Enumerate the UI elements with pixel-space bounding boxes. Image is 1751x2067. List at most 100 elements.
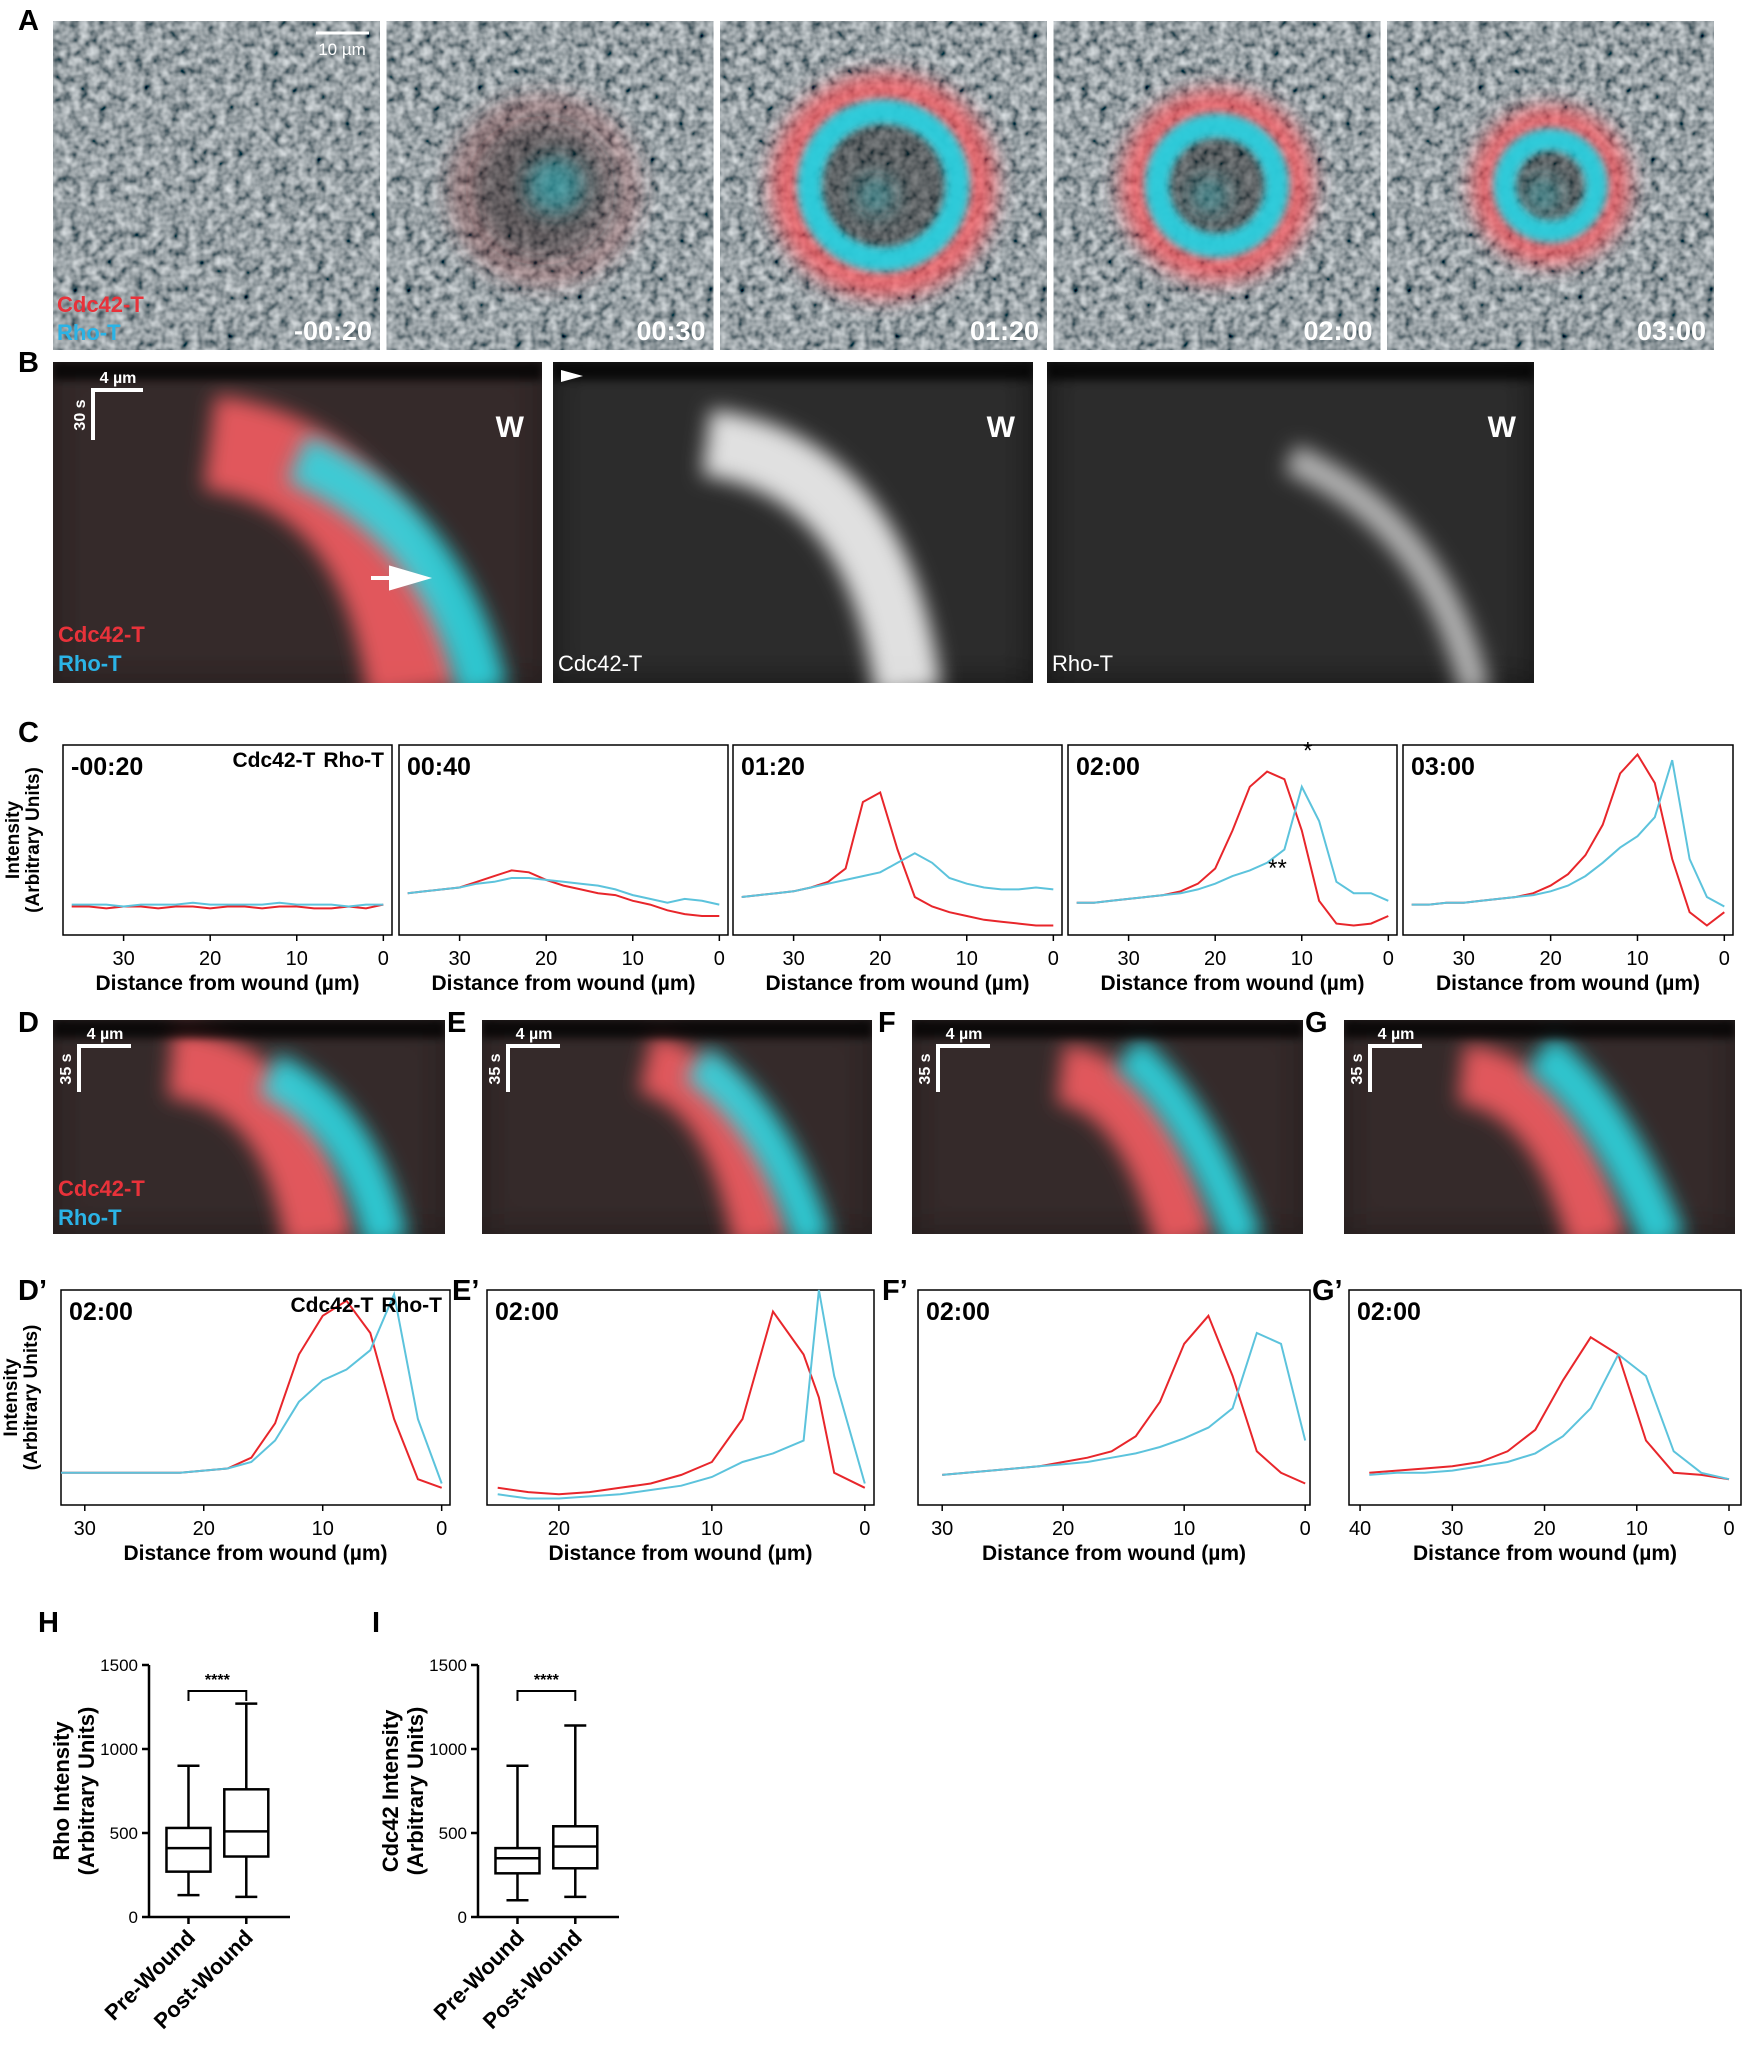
rho-zone [258, 1053, 407, 1234]
plot-frame [917, 1289, 1311, 1506]
signal [797, 99, 970, 272]
x-tick-label: 0 [714, 948, 725, 970]
x-tick-label: 0 [859, 1518, 870, 1540]
x-tick-label: 30 [1453, 948, 1475, 970]
wound-mark: W [496, 411, 525, 444]
x-axis-label: Distance from wound (µm) [95, 972, 359, 995]
panel-timestamp: 03:00 [1411, 753, 1475, 781]
data-line [1411, 759, 1725, 908]
x-axis-label: Distance from wound (µm) [123, 1542, 387, 1565]
rho-zone [1525, 1034, 1685, 1234]
x-tick-label: 0 [1723, 1518, 1734, 1540]
y-axis-label: Intensity [1, 1358, 22, 1437]
channel-label: Cdc42-T [58, 622, 145, 647]
x-axis-label: Distance from wound (µm) [765, 972, 1029, 995]
legend-entry: Rho-T [381, 1294, 442, 1317]
micrograph: 02:00 [1053, 21, 1381, 350]
rho-zone [287, 435, 507, 683]
panel-timestamp: 02:00 [69, 1298, 133, 1326]
y-axis-label: Intensity [3, 801, 24, 880]
signal [450, 95, 640, 286]
y-tick-label: 500 [439, 1824, 467, 1843]
timestamp: -00:20 [294, 316, 372, 346]
x-tick-label: 0 [436, 1518, 447, 1540]
scale-bar-label: 4 µm [946, 1026, 983, 1043]
panel-label: H [38, 1607, 59, 1639]
y-axis-label: Rho Intensity [49, 1721, 74, 1861]
significance: **** [205, 1672, 231, 1689]
data-line [1076, 784, 1389, 904]
data-line [1369, 1352, 1730, 1481]
signal [1191, 177, 1227, 214]
annotation: ** [1268, 855, 1287, 882]
box [223, 1788, 270, 1858]
plot-frame [62, 744, 393, 936]
x-tick-label: 30 [1117, 948, 1139, 970]
data-line [1369, 1335, 1730, 1481]
cdc42-zone [701, 409, 941, 683]
arrowhead [561, 370, 583, 382]
y-tick-label: 500 [110, 1824, 138, 1843]
scale-bar [91, 388, 143, 440]
y-tick-label: 0 [458, 1908, 467, 1927]
x-axis-label: Distance from wound (µm) [548, 1542, 812, 1565]
channel-label: Cdc42-T [558, 651, 642, 676]
cdc42-zone [1456, 1043, 1627, 1234]
top-band [1344, 1020, 1735, 1038]
x-tick-label: 20 [1052, 1518, 1074, 1540]
panel-timestamp: -00:20 [71, 753, 143, 781]
y-axis-label: (Arbitrary Units) [74, 1707, 99, 1876]
panel-label: F’ [882, 1275, 908, 1307]
panel-timestamp: 01:20 [741, 753, 805, 781]
timestamp: 01:20 [970, 316, 1039, 346]
plot-frame [486, 1289, 875, 1506]
x-tick-label: 30 [931, 1518, 953, 1540]
box [165, 1826, 212, 1873]
signal [771, 73, 996, 298]
scale-bar [506, 1044, 560, 1092]
x-tick-label: 10 [1626, 1518, 1648, 1540]
panel-timestamp: 02:00 [1076, 753, 1140, 781]
x-tick-label: 30 [782, 948, 804, 970]
data-line [497, 1289, 866, 1500]
x-tick-label: 20 [1533, 1518, 1555, 1540]
x-tick-label: 10 [622, 948, 644, 970]
panel-timestamp: 02:00 [1357, 1298, 1421, 1326]
box [494, 1846, 541, 1875]
y-axis-label: (Arbitrary Units) [403, 1707, 428, 1876]
kymograph: W Cdc42-T [553, 362, 1033, 683]
panel-label: F [878, 1007, 896, 1039]
data-line [497, 1309, 866, 1496]
top-band [482, 1020, 872, 1038]
x-tick-label: 0 [1719, 948, 1730, 970]
micrograph: 00:30 [386, 21, 714, 350]
x-axis-label: Distance from wound (µm) [1100, 972, 1364, 995]
x-axis-label: Distance from wound (µm) [431, 972, 695, 995]
cdc42-zone [166, 1027, 354, 1234]
x-axis-label: Distance from wound (µm) [982, 1542, 1246, 1565]
scale-bar-label: 4 µm [516, 1026, 553, 1043]
y-axis-label: (Arbitrary Units) [23, 767, 44, 913]
scale-bar [936, 1044, 990, 1092]
scale-bar-label: 35 s [1349, 1053, 1366, 1084]
x-tick-label: 30 [1441, 1518, 1463, 1540]
panel-label: E’ [452, 1275, 479, 1307]
kymograph: 4 µm 35 s [482, 1020, 872, 1234]
y-tick-label: 1000 [429, 1740, 467, 1759]
significance: **** [534, 1672, 560, 1689]
kymograph: 4 µm 35 s [1344, 1020, 1735, 1234]
plot-frame [60, 1289, 451, 1506]
wound-mark: W [1488, 411, 1517, 444]
data-line [61, 1290, 443, 1484]
panel-timestamp: 00:40 [407, 753, 471, 781]
plot-frame [398, 744, 729, 936]
scale-bar-label: 30 s [72, 399, 89, 430]
wound-mark: W [987, 411, 1016, 444]
significance-bracket [516, 1690, 577, 1701]
channel-label: Rho-T [58, 651, 122, 676]
top-band [1047, 362, 1534, 380]
signal [1145, 113, 1289, 258]
y-axis-label: (Arbitrary Units) [21, 1325, 42, 1471]
haze [553, 362, 1033, 683]
x-tick-label: 20 [548, 1518, 570, 1540]
